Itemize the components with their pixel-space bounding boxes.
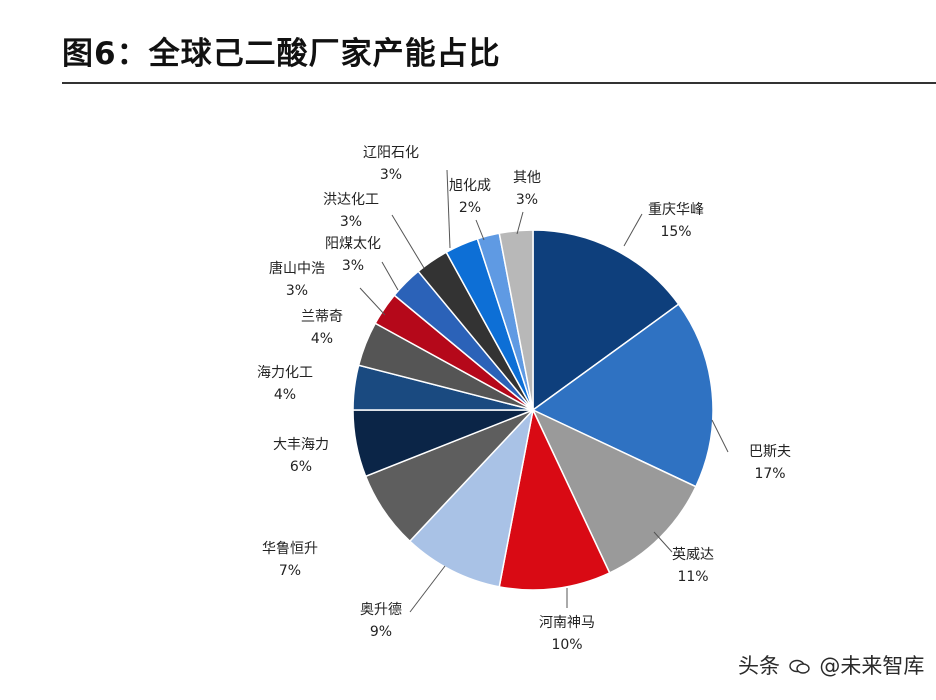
slice-label-7: 海力化工: [257, 365, 313, 381]
pie-slices: [352, 229, 714, 591]
slice-label-12: 辽阳石化: [363, 145, 419, 161]
leader-line-9: [359, 287, 386, 316]
slice-label-5: 华鲁恒升: [262, 541, 318, 557]
slice-label-6: 大丰海力: [273, 437, 329, 453]
leader-line-1: [711, 419, 729, 453]
slice-value-5: 7%: [279, 563, 301, 579]
slice-labels: 重庆华峰 15% 巴斯夫 17% 英威达 11% 河南神马 10% 奥升德 9% 华鲁恒升 7% 大丰海…: [257, 145, 791, 653]
slice-label-2: 英威达: [672, 546, 714, 563]
watermark: 头条 @未来智库: [738, 650, 924, 680]
slice-label-1: 巴斯夫: [749, 444, 791, 460]
pie-slice-2: [531, 408, 697, 574]
slice-label-8: 兰蒂奇: [301, 308, 343, 325]
slice-label-11: 洪达化工: [323, 192, 379, 208]
page-title: 图6：全球己二酸厂家产能占比: [62, 36, 501, 72]
leader-line-14: [516, 211, 524, 235]
slice-value-9: 3%: [286, 283, 308, 299]
leader-lines: [359, 169, 729, 613]
leader-line-13: [475, 219, 485, 241]
watermark-account: @未来智库: [819, 654, 925, 678]
pie-slice-14: [498, 229, 534, 411]
slice-value-13: 2%: [459, 200, 481, 216]
leader-line-12: [446, 169, 451, 249]
slice-label-3: 河南神马: [539, 615, 595, 631]
slice-value-1: 17%: [754, 466, 785, 482]
wechat-chat-icon: [788, 659, 810, 674]
slice-value-8: 4%: [311, 331, 333, 347]
slice-label-0: 重庆华峰: [648, 202, 704, 218]
watermark-source: 头条: [738, 654, 780, 678]
leader-line-0: [623, 213, 643, 247]
slice-value-4: 9%: [370, 624, 392, 640]
slice-value-3: 10%: [551, 637, 582, 653]
slice-value-14: 3%: [516, 192, 538, 208]
pie-slice-3: [498, 407, 611, 591]
pie-slice-0: [532, 229, 680, 412]
slice-label-13: 旭化成: [449, 178, 491, 194]
pie-slice-4: [408, 407, 535, 588]
leader-line-11: [391, 214, 425, 269]
slice-value-7: 4%: [274, 387, 296, 403]
slice-value-11: 3%: [340, 214, 362, 230]
pie-slice-1: [531, 303, 714, 488]
slice-label-4: 奥升德: [360, 601, 402, 618]
leader-line-2: [653, 531, 673, 553]
slice-value-12: 3%: [380, 167, 402, 183]
slice-value-2: 11%: [677, 569, 708, 585]
slice-value-0: 15%: [660, 224, 691, 240]
slice-value-10: 3%: [342, 258, 364, 274]
slice-label-10: 阳煤太化: [325, 236, 381, 252]
slice-label-9: 唐山中浩: [269, 260, 325, 277]
slice-label-14: 其他: [513, 170, 541, 186]
leader-line-4: [409, 565, 446, 613]
leader-line-10: [381, 261, 399, 291]
title-divider: [62, 82, 936, 84]
slice-value-6: 6%: [290, 459, 312, 475]
